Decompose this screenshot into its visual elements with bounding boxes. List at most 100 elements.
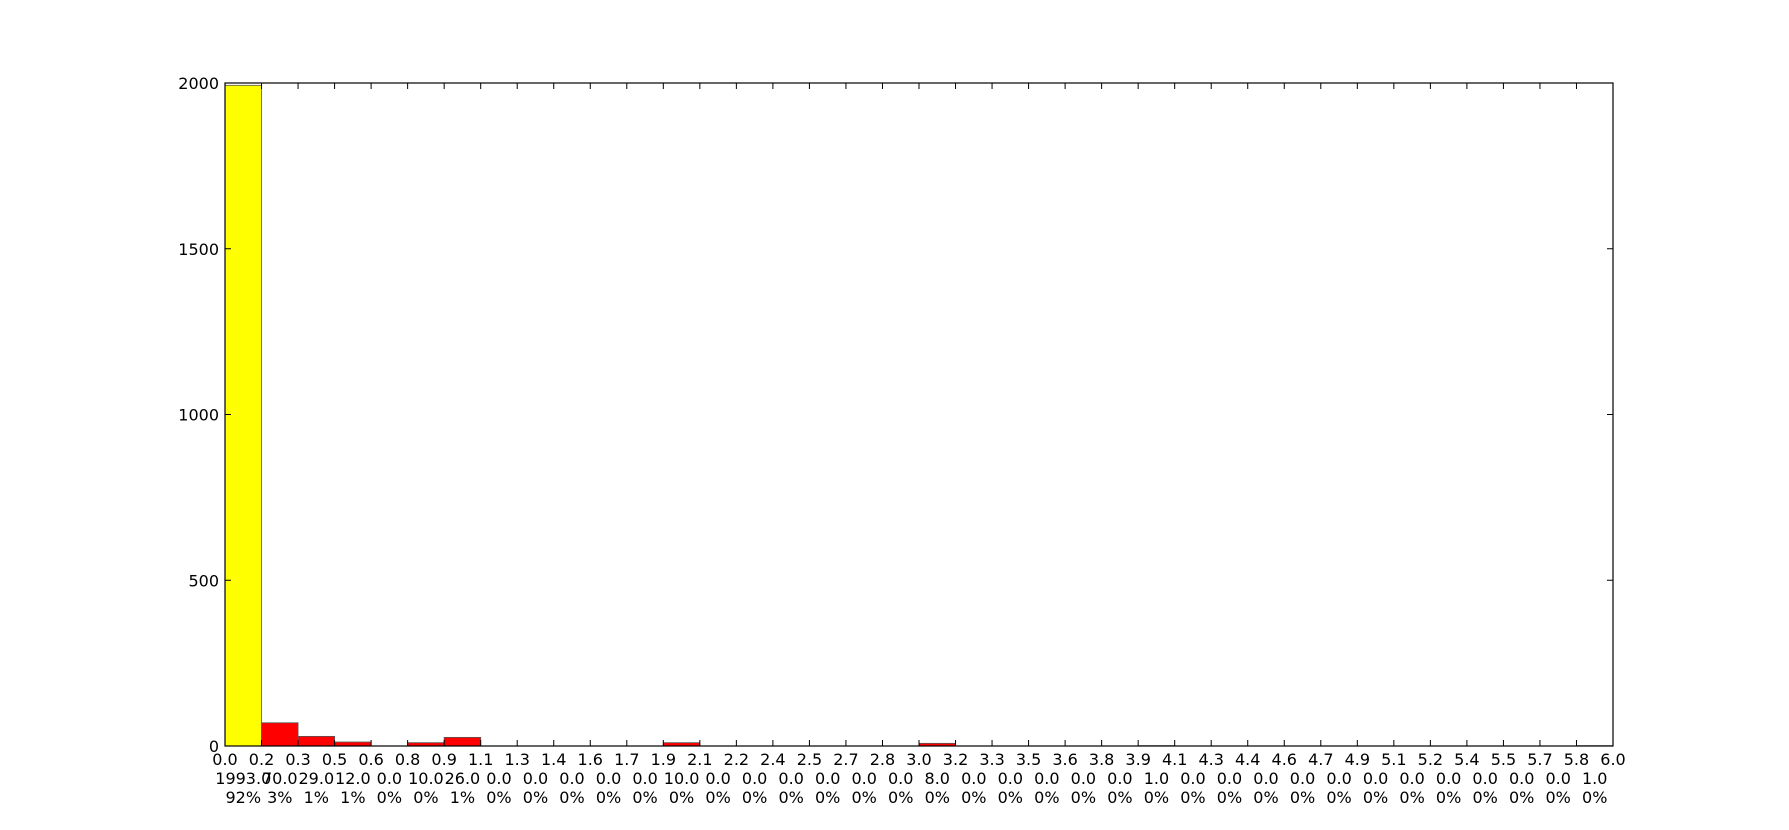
plot-frame	[224, 82, 1614, 747]
bars-layer	[224, 84, 1614, 747]
x-tick-label: 2.2	[724, 750, 749, 769]
x-tick-label: 2.7	[833, 750, 858, 769]
x-tick-label: 2.4	[760, 750, 785, 769]
x-tick-label: 0.2	[249, 750, 274, 769]
x-tick-label: 4.9	[1345, 750, 1370, 769]
bin-count-label: 0.0	[742, 769, 767, 788]
bin-percent-label: 0%	[1071, 788, 1096, 807]
bin-count-label: 0.0	[1436, 769, 1461, 788]
bin-percent-label: 0%	[742, 788, 767, 807]
bin-count-label: 0.0	[778, 769, 803, 788]
x-tick-label: 4.7	[1308, 750, 1333, 769]
x-tick-label: 3.3	[979, 750, 1004, 769]
x-tick-label: 1.3	[504, 750, 529, 769]
y-tick-label: 0	[209, 737, 219, 756]
bin-count-label: 0.0	[1180, 769, 1205, 788]
bin-percent-label: 0%	[1290, 788, 1315, 807]
bin-percent-label: 0%	[413, 788, 438, 807]
bin-percent-label: 0%	[852, 788, 877, 807]
bin-count-label: 0.0	[815, 769, 840, 788]
bin-count-label: 0.0	[559, 769, 584, 788]
x-tick-label: 4.3	[1198, 750, 1223, 769]
histogram-bar	[261, 722, 299, 747]
bin-labels: 1993.092%70.03%29.01%12.01%0.00%10.00%26…	[215, 769, 1607, 807]
bin-percent-label: 0%	[486, 788, 511, 807]
bin-percent-label: 0%	[377, 788, 402, 807]
x-tick-label: 2.5	[797, 750, 822, 769]
bin-percent-label: 0%	[1436, 788, 1461, 807]
x-tick-label: 2.8	[870, 750, 895, 769]
bin-count-label: 0.0	[1253, 769, 1278, 788]
bin-percent-label: 0%	[1582, 788, 1607, 807]
x-tick-label: 2.1	[687, 750, 712, 769]
x-tick-label: 1.4	[541, 750, 566, 769]
bin-percent-label: 0%	[669, 788, 694, 807]
x-tick-label: 5.1	[1381, 750, 1406, 769]
bin-count-label: 0.0	[523, 769, 548, 788]
x-tick-label: 5.5	[1491, 750, 1516, 769]
x-tick-label: 3.9	[1125, 750, 1150, 769]
x-tick-label: 1.9	[651, 750, 676, 769]
bin-count-label: 0.0	[1545, 769, 1570, 788]
bin-percent-label: 0%	[1399, 788, 1424, 807]
bin-percent-label: 0%	[596, 788, 621, 807]
x-axis: 0.0 0.2 0.3 0.5 0.6 0.8 0.9 1.1 1.3 1.4 1.6 1.7 1.9 2…	[212, 83, 1626, 769]
bin-count-label: 1993.0	[215, 769, 271, 788]
x-tick-label: 1.7	[614, 750, 639, 769]
x-tick-label: 0.3	[285, 750, 310, 769]
bin-count-label: 0.0	[1034, 769, 1059, 788]
bin-percent-label: 0%	[925, 788, 950, 807]
x-tick-label: 1.1	[468, 750, 493, 769]
bin-percent-label: 1%	[450, 788, 475, 807]
x-tick-label: 5.2	[1418, 750, 1443, 769]
bin-percent-label: 0%	[778, 788, 803, 807]
x-tick-label: 5.4	[1454, 750, 1479, 769]
bin-count-label: 0.0	[1363, 769, 1388, 788]
x-tick-label: 4.4	[1235, 750, 1260, 769]
bin-count-label: 0.0	[1399, 769, 1424, 788]
bin-count-label: 8.0	[925, 769, 950, 788]
histogram-bar	[443, 736, 482, 747]
x-tick-label: 6.0	[1600, 750, 1625, 769]
bin-count-label: 1.0	[1144, 769, 1169, 788]
x-tick-label: 4.1	[1162, 750, 1187, 769]
y-tick-label: 1500	[178, 240, 219, 259]
bin-count-label: 0.0	[596, 769, 621, 788]
bin-percent-label: 0%	[559, 788, 584, 807]
bin-percent-label: 0%	[1107, 788, 1132, 807]
bin-percent-label: 0%	[1253, 788, 1278, 807]
bin-count-label: 0.0	[961, 769, 986, 788]
bin-count-label: 0.0	[998, 769, 1023, 788]
x-tick-label: 3.2	[943, 750, 968, 769]
x-tick-label: 1.6	[578, 750, 603, 769]
bin-count-label: 10.0	[664, 769, 700, 788]
bin-count-label: 29.0	[299, 769, 335, 788]
bin-percent-label: 0%	[1034, 788, 1059, 807]
bin-percent-label: 0%	[888, 788, 913, 807]
bin-count-label: 0.0	[1290, 769, 1315, 788]
bin-count-label: 0.0	[377, 769, 402, 788]
bin-percent-label: 0%	[1546, 788, 1571, 807]
bin-count-label: 0.0	[888, 769, 913, 788]
bin-percent-label: 0%	[1217, 788, 1242, 807]
y-tick-label: 1000	[178, 406, 219, 425]
y-axis: 0 500 1000 1500 2000	[178, 74, 1613, 756]
x-tick-label: 0.5	[322, 750, 347, 769]
bin-count-label: 0.0	[1107, 769, 1132, 788]
x-tick-label: 0.6	[358, 750, 383, 769]
bin-count-label: 12.0	[335, 769, 371, 788]
bin-count-label: 1.0	[1582, 769, 1607, 788]
y-tick-label: 2000	[178, 74, 219, 93]
bin-count-label: 0.0	[1217, 769, 1242, 788]
x-tick-label: 3.5	[1016, 750, 1041, 769]
bin-count-label: 0.0	[632, 769, 657, 788]
bin-percent-label: 0%	[1144, 788, 1169, 807]
x-tick-label: 5.8	[1564, 750, 1589, 769]
x-tick-label: 4.6	[1272, 750, 1297, 769]
x-tick-label: 0.8	[395, 750, 420, 769]
bin-percent-label: 1%	[304, 788, 329, 807]
bin-percent-label: 0%	[1509, 788, 1534, 807]
bin-percent-label: 0%	[1326, 788, 1351, 807]
bin-percent-label: 3%	[267, 788, 292, 807]
